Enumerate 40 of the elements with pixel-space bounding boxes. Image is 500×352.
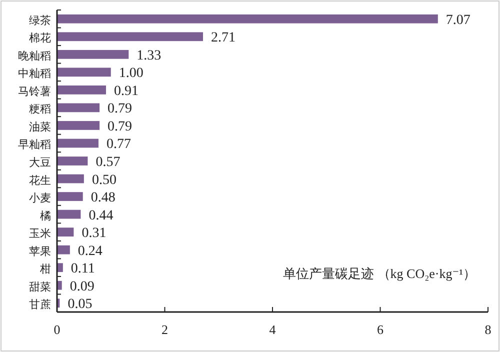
y-tick-label: 苹果: [29, 244, 51, 258]
data-label: 0.50: [92, 172, 116, 188]
y-tick-label: 马铃薯: [18, 84, 51, 98]
data-label: 0.24: [78, 244, 102, 259]
data-label: 7.07: [446, 12, 470, 28]
y-tick-label: 绿茶: [29, 14, 51, 27]
y-tick-label: 早籼稻: [18, 138, 51, 152]
x-tick-label: 2: [162, 322, 168, 337]
y-tick-label: 棉花: [29, 32, 51, 45]
data-label: 0.77: [106, 137, 131, 152]
y-tick-label: 大豆: [29, 156, 51, 169]
data-label: 0.79: [108, 119, 132, 134]
y-tick-label: 中籼稻: [18, 67, 51, 80]
data-label: 0.11: [70, 262, 95, 277]
data-label: 0.09: [70, 279, 94, 294]
data-label: 0.57: [96, 155, 120, 170]
data-label: 0.79: [108, 102, 132, 117]
y-tick-label: 油菜: [29, 120, 51, 134]
x-tick-label: 8: [484, 322, 492, 337]
data-label: 0.48: [90, 190, 116, 206]
data-label: 0.44: [88, 208, 114, 224]
y-tick-label: 花生: [29, 174, 51, 187]
y-tick-label: 橘: [40, 209, 51, 222]
x-tick-label: 0: [54, 322, 60, 337]
y-tick-label: 晚籼稻: [18, 49, 51, 62]
data-label: 1.33: [136, 48, 162, 64]
data-label: 0.91: [114, 84, 139, 99]
data-label: 2.71: [211, 30, 236, 46]
y-tick-label: 玉米: [29, 227, 51, 240]
x-tick-label: 6: [377, 322, 384, 337]
x-axis-title: 单位产量碳足迹 （kg CO₂e·kg⁻¹）: [283, 266, 476, 281]
x-tick-label: 4: [269, 322, 276, 337]
y-tick-label: 小麦: [29, 192, 51, 205]
y-tick-label: 粳稻: [29, 102, 51, 116]
y-tick-label: 柑: [39, 262, 51, 276]
data-label: 0.31: [82, 226, 106, 242]
y-tick-label: 甜菜: [29, 280, 51, 294]
data-label: 1.00: [118, 66, 144, 82]
y-tick-label: 甘蔗: [29, 298, 51, 312]
data-label: 0.05: [68, 297, 92, 312]
